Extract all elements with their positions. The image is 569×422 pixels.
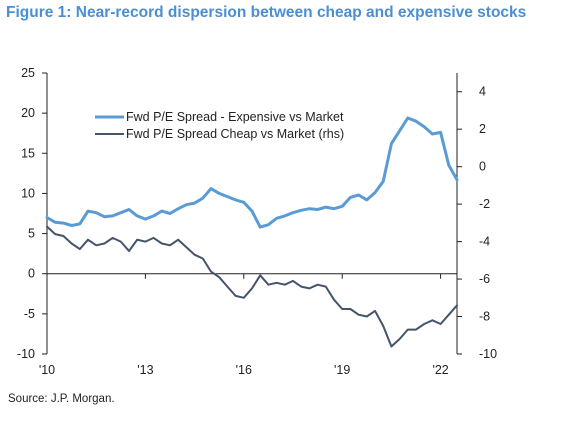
x-tick-label: '16 [236,363,252,377]
source-note: Source: J.P. Morgan. [8,393,115,405]
legend-label: Fwd P/E Spread - Expensive vs Market [126,110,344,124]
right-tick-label: -10 [479,347,497,361]
right-tick-label: -6 [479,272,490,286]
left-tick-label: 25 [21,66,35,80]
x-tick-label: '10 [39,363,55,377]
legend-label: Fwd P/E Spread Cheap vs Market (rhs) [126,127,344,141]
right-tick-label: 2 [479,122,486,136]
chart-title: Figure 1: Near-record dispersion between… [6,4,527,21]
x-tick-label: '22 [432,363,448,377]
series-line-cheap [46,225,458,348]
x-ticks: '10 '13 '16 '19 '22 [39,273,449,377]
left-tick-label: 0 [28,267,35,281]
right-tick-label: -2 [479,197,490,211]
right-tick-label: -4 [479,235,490,249]
left-tick-label: -10 [17,347,35,361]
left-tick-label: 20 [21,106,35,120]
left-tick-label: 15 [21,146,35,160]
chart-lines [45,116,459,348]
left-y-ticks: -10 -5 0 5 10 15 20 25 [17,66,47,361]
x-tick-label: '19 [334,363,350,377]
right-y-ticks: -10 -8 -6 -4 -2 0 2 4 [457,85,497,361]
left-tick-label: -5 [24,307,35,321]
x-tick-label: '13 [137,363,153,377]
left-tick-label: 5 [28,227,35,241]
chart-axes [46,73,458,354]
left-tick-label: 10 [21,186,35,200]
right-tick-label: -8 [479,310,490,324]
right-tick-label: 4 [479,85,486,99]
series-line-expensive [45,116,459,229]
legend: Fwd P/E Spread - Expensive vs Market Fwd … [95,110,344,141]
right-tick-label: 0 [479,160,486,174]
